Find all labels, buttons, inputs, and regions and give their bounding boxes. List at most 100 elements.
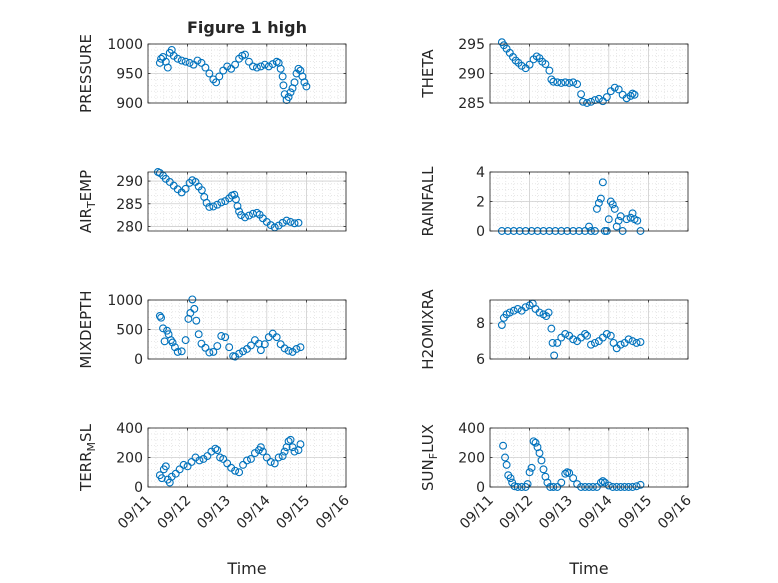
- x-tick-label: 09/14: [234, 492, 274, 532]
- data-point: [286, 435, 295, 444]
- y-tick-label: 0: [476, 480, 485, 496]
- y-axis-label: PRESSURE: [77, 34, 95, 113]
- data-point: [541, 60, 550, 69]
- y-tick-label: 2: [476, 195, 485, 211]
- y-axis-label: THETA: [419, 49, 437, 99]
- axes-box: [147, 171, 347, 232]
- data-point: [266, 221, 275, 230]
- data-point: [276, 64, 285, 73]
- figure-title: Figure 1 high: [187, 18, 307, 37]
- data-point: [276, 340, 285, 349]
- x-tick-label: 09/14: [576, 492, 616, 532]
- data-point: [183, 462, 192, 471]
- data-point: [632, 482, 641, 491]
- data-point: [213, 200, 222, 209]
- series-points: [155, 435, 305, 487]
- data-point: [545, 66, 554, 75]
- data-point: [290, 447, 299, 456]
- data-point: [243, 456, 251, 465]
- data-point: [211, 444, 220, 453]
- data-point: [202, 198, 211, 207]
- data-point: [201, 343, 210, 352]
- data-point: [590, 338, 599, 347]
- data-point: [221, 197, 230, 206]
- x-tick-label: 09/11: [457, 493, 497, 533]
- data-point: [189, 60, 198, 69]
- data-point: [585, 222, 593, 231]
- data-point: [614, 85, 623, 94]
- data-point: [239, 347, 247, 356]
- subplot-air: 280 285 290 AIRTEMP: [77, 168, 347, 235]
- data-point: [219, 455, 228, 463]
- data-point: [499, 441, 508, 450]
- data-point: [557, 478, 566, 487]
- data-point: [223, 459, 232, 468]
- data-point: [517, 61, 526, 70]
- data-point: [590, 96, 599, 105]
- data-point: [598, 477, 607, 486]
- data-point: [569, 335, 578, 344]
- y-axis-label: TERRMSL: [77, 423, 98, 492]
- data-point: [278, 452, 287, 460]
- data-point: [225, 343, 234, 352]
- data-point: [602, 93, 611, 102]
- series-points: [497, 38, 639, 107]
- data-point: [237, 211, 246, 220]
- data-point: [272, 57, 281, 66]
- axes-box: [489, 299, 689, 360]
- data-point: [636, 480, 645, 489]
- data-point: [155, 311, 164, 320]
- data-point: [187, 457, 196, 466]
- data-point: [604, 481, 613, 490]
- y-tick-label: 280: [116, 219, 143, 235]
- data-point: [284, 93, 293, 102]
- series-points: [153, 168, 303, 232]
- data-point: [212, 78, 221, 87]
- data-point: [219, 66, 228, 75]
- data-point: [583, 331, 591, 340]
- data-point: [535, 449, 544, 458]
- data-point: [213, 342, 222, 350]
- data-point: [553, 78, 562, 87]
- data-point: [286, 88, 295, 97]
- data-point: [179, 460, 188, 469]
- data-point: [626, 213, 635, 222]
- x-tick-label: 09/12: [155, 493, 195, 533]
- data-point: [622, 94, 631, 103]
- data-point: [513, 304, 522, 313]
- y-tick-label: 900: [116, 96, 143, 112]
- data-point: [284, 346, 293, 355]
- data-point: [256, 346, 265, 355]
- data-point: [205, 203, 214, 211]
- data-point: [181, 184, 190, 193]
- y-tick-label: 6: [476, 352, 485, 368]
- data-point: [227, 64, 236, 73]
- data-point: [602, 330, 611, 338]
- data-point: [245, 211, 253, 220]
- data-point: [223, 62, 232, 71]
- data-point: [565, 78, 574, 87]
- data-point: [521, 303, 530, 312]
- y-tick-label: 400: [458, 421, 485, 437]
- data-point: [630, 90, 639, 99]
- y-tick-label: 295: [458, 37, 485, 53]
- data-point: [197, 186, 206, 195]
- data-point: [157, 313, 166, 322]
- data-point: [266, 457, 275, 466]
- data-point: [258, 447, 267, 456]
- data-point: [205, 69, 214, 78]
- data-point: [252, 63, 261, 72]
- data-point: [197, 339, 206, 348]
- data-point: [274, 453, 283, 462]
- data-point: [173, 54, 182, 63]
- data-point: [501, 453, 509, 462]
- data-point: [606, 331, 615, 340]
- y-tick-label: 1000: [107, 293, 143, 309]
- data-point: [544, 308, 553, 317]
- data-point: [296, 343, 305, 352]
- data-point: [197, 58, 206, 67]
- data-point: [577, 90, 586, 99]
- y-axis-label: MIXDEPTH: [77, 290, 95, 368]
- data-point: [231, 60, 240, 69]
